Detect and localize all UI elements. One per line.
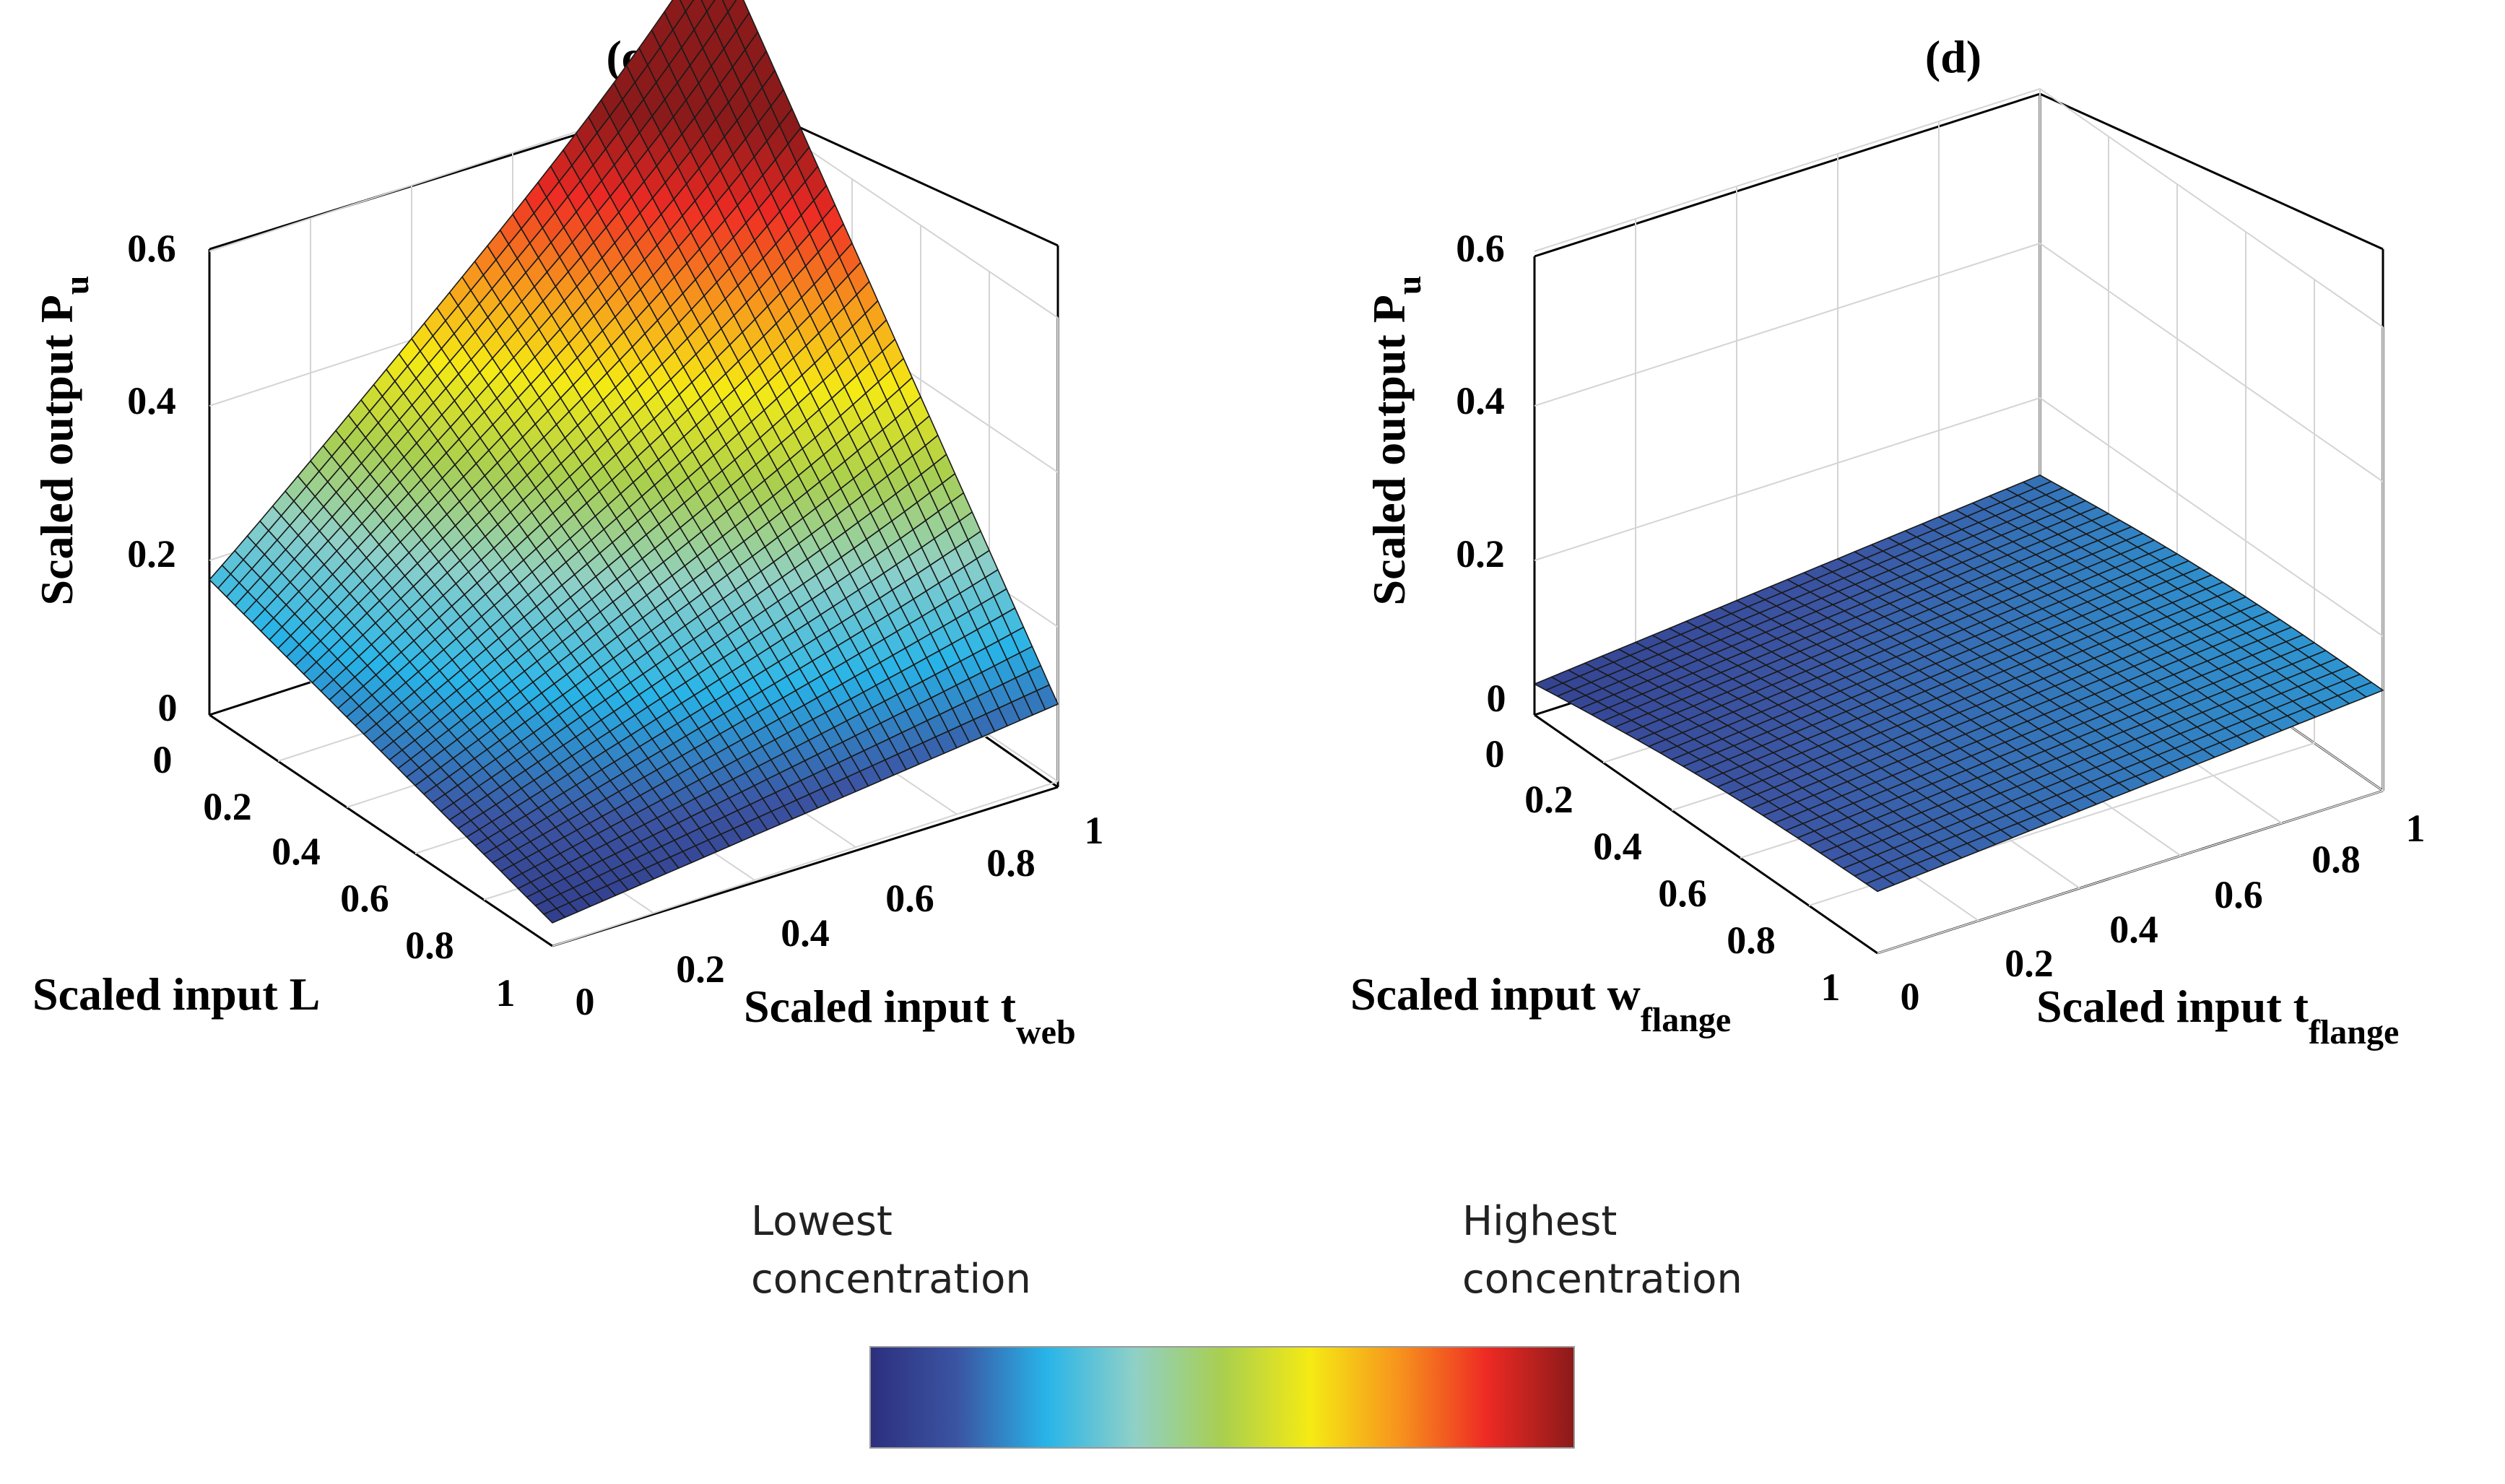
panel-d-ytick-0.6: 0.6 — [2214, 873, 2263, 916]
panel-d-xlabel: Scaled input wflange — [1350, 968, 1731, 1039]
panel-c-ztick-0.2: 0.2 — [127, 532, 176, 576]
legend-high-label-line2: concentration — [1462, 1256, 1742, 1303]
panel-d-xtick-labels: 0 0.2 0.4 0.6 0.8 1 — [1485, 732, 1841, 1009]
panel-d-top-right-edge — [2039, 92, 2384, 251]
panel-d-ztick-0.4: 0.4 — [1456, 379, 1505, 422]
panel-c-xtick-0: 0 — [153, 738, 173, 781]
legend-high-label-line1: Highest — [1462, 1198, 1617, 1245]
color-legend: Lowest concentration Highest concentrati… — [751, 1198, 1742, 1449]
surface-patch — [543, 908, 566, 924]
panel-d: (d) 0.6 0.4 0.2 0 0 0.2 0.4 0.6 0.8 1 — [1350, 31, 2426, 1051]
panel-c-ztick-0.4: 0.4 — [127, 379, 176, 422]
panel-d-xtick-0.8: 0.8 — [1727, 919, 1776, 962]
panel-c-xtick-labels: 0 0.2 0.4 0.6 0.8 1 — [153, 738, 516, 1015]
panel-d-ytick-0: 0 — [1901, 975, 1920, 1018]
panel-c-xtick-0.2: 0.2 — [203, 785, 252, 828]
gridline-z-right — [2039, 88, 2384, 328]
panel-c-xtick-1: 1 — [496, 971, 516, 1015]
panel-c-ztick-labels: 0.6 0.4 0.2 0 — [127, 227, 177, 729]
legend-low-label-line1: Lowest — [751, 1198, 893, 1245]
panel-c-ytick-0: 0 — [576, 980, 595, 1023]
panel-d-ytick-labels: 0 0.2 0.4 0.6 0.8 1 — [1901, 807, 2426, 1018]
panel-c-ytick-0.6: 0.6 — [885, 877, 934, 920]
panel-d-ztick-0: 0 — [1487, 677, 1506, 720]
gridline-z-right — [2039, 397, 2384, 637]
panel-c-zlabel: Scaled output Pu — [31, 276, 96, 606]
panel-c-x-axis — [209, 713, 553, 947]
panel-c-xtick-0.4: 0.4 — [272, 830, 321, 873]
legend-low-label-line2: concentration — [751, 1256, 1031, 1303]
panel-c-ztick-0.6: 0.6 — [127, 227, 176, 270]
panel-d-xtick-0.6: 0.6 — [1658, 872, 1707, 915]
panel-c-ytick-0.2: 0.2 — [676, 947, 725, 991]
panel-d-xtick-0.4: 0.4 — [1593, 825, 1642, 868]
panel-d-ytick-0.4: 0.4 — [2109, 908, 2158, 951]
gridline-z-right — [2039, 243, 2384, 482]
panel-c-xtick-0.6: 0.6 — [340, 877, 389, 920]
panel-c-ytick-labels: 0 0.2 0.4 0.6 0.8 1 — [576, 809, 1104, 1023]
panel-d-surface — [1534, 474, 2384, 893]
panel-d-xtick-1: 1 — [1821, 966, 1841, 1009]
panel-c-ylabel: Scaled input tweb — [744, 981, 1076, 1051]
panel-d-x-axis — [1534, 713, 1878, 955]
gridline-z-left — [1534, 243, 2041, 407]
panel-c-ztick-0: 0 — [158, 686, 178, 729]
panel-c-xlabel: Scaled input L — [32, 968, 320, 1020]
panel-d-xtick-0: 0 — [1485, 732, 1505, 776]
panel-c: (c) 0.6 0.4 0.2 0 0 0.2 0.4 0.6 0.8 1 — [31, 0, 1104, 1051]
panel-d-ytick-0.2: 0.2 — [2005, 942, 2054, 985]
panel-d-xtick-0.2: 0.2 — [1524, 778, 1573, 821]
panel-c-ytick-1: 1 — [1085, 809, 1104, 852]
gridline-z-left — [1534, 397, 2041, 561]
gridline-floor-x — [1877, 790, 2384, 954]
surface-patch — [1865, 876, 1896, 893]
panel-c-xtick-0.8: 0.8 — [405, 924, 454, 967]
panel-d-zlabel: Scaled output Pu — [1363, 276, 1428, 606]
panel-d-top-left-edge — [1534, 92, 2041, 258]
gridline-floor-x — [552, 781, 1059, 947]
panel-c-ytick-0.8: 0.8 — [986, 841, 1036, 885]
legend-colorbar — [869, 1346, 1575, 1449]
panel-c-ytick-0.4: 0.4 — [781, 911, 830, 955]
panel-d-ytick-0.8: 0.8 — [2311, 838, 2361, 881]
panel-d-ylabel: Scaled input tflange — [2036, 981, 2399, 1051]
panel-d-ztick-0.6: 0.6 — [1456, 227, 1505, 270]
panel-c-surface — [209, 0, 1059, 924]
panel-d-ztick-labels: 0.6 0.4 0.2 0 — [1456, 227, 1506, 720]
gridline-z-left — [1534, 88, 2041, 252]
panel-d-ztick-0.2: 0.2 — [1456, 532, 1505, 576]
panel-c-y-axis — [552, 786, 1059, 947]
panel-d-ytick-1: 1 — [2406, 807, 2426, 850]
panel-d-title: (d) — [1925, 31, 1981, 82]
